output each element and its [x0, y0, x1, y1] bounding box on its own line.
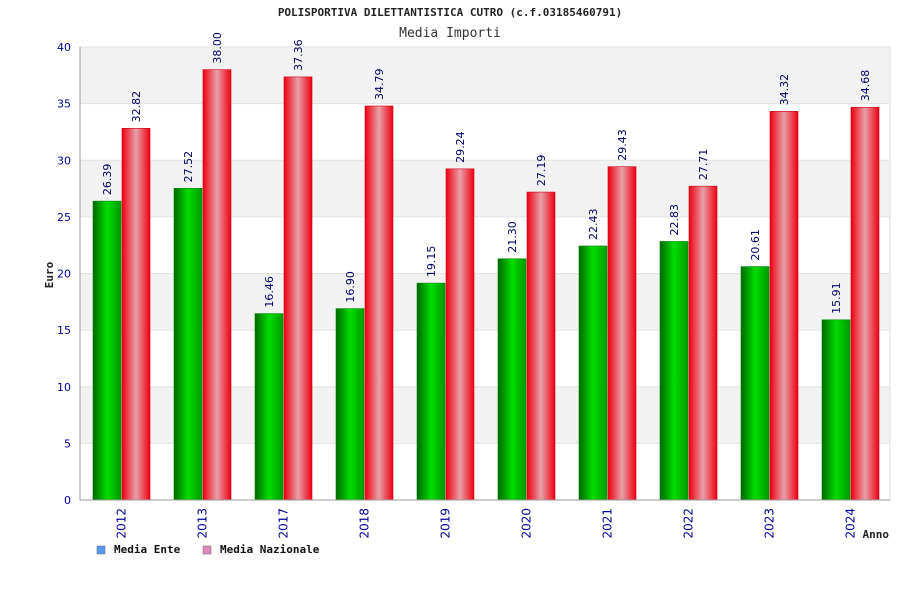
- bar-media-ente: [335, 308, 365, 501]
- x-tick-labels: 2012 2013 2017 2018 2019 2020 2021 2022 2023 2024: [115, 508, 858, 539]
- data-label-media-nazionale: 32.82: [130, 91, 143, 123]
- x-tick-label: 2017: [277, 508, 291, 539]
- legend-label-media-nazionale: Media Nazionale: [220, 543, 320, 556]
- bar-media-nazionale: [526, 191, 556, 501]
- data-label-media-nazionale: 34.68: [859, 70, 872, 102]
- data-label-media-ente: 19.15: [425, 246, 438, 278]
- data-label-media-nazionale: 37.36: [292, 39, 305, 71]
- y-tick-label: 5: [64, 437, 71, 450]
- x-tick-label: 2019: [439, 508, 453, 539]
- bar-media-nazionale: [445, 168, 475, 501]
- plot-band: [80, 47, 890, 104]
- chart-subtitle: Media Importi: [399, 26, 501, 41]
- bar-media-ente: [173, 188, 203, 501]
- data-label-media-nazionale: 38.00: [211, 32, 224, 64]
- x-tick-label: 2013: [196, 508, 210, 539]
- bar-media-ente: [740, 266, 770, 501]
- data-label-media-nazionale: 27.71: [697, 149, 710, 181]
- bar-media-nazionale: [769, 111, 799, 501]
- plot-band: [80, 103, 890, 161]
- y-axis-label: Euro: [43, 261, 56, 288]
- y-tick-label: 35: [57, 98, 71, 111]
- data-label-media-ente: 16.90: [344, 271, 357, 303]
- bar-media-nazionale: [121, 128, 151, 501]
- x-axis-label: Anno: [863, 528, 890, 541]
- x-tick-label: 2022: [682, 508, 696, 539]
- x-tick-label: 2024: [844, 508, 858, 539]
- x-tick-label: 2020: [520, 508, 534, 539]
- y-tick-label: 30: [57, 154, 71, 167]
- bar-media-ente: [578, 245, 608, 501]
- y-tick-label: 15: [57, 324, 71, 337]
- bar-media-nazionale: [283, 76, 313, 501]
- data-label-media-nazionale: 34.79: [373, 69, 386, 101]
- y-tick-label: 40: [57, 41, 71, 54]
- bar-media-nazionale: [607, 166, 637, 501]
- bar-media-ente: [497, 258, 527, 501]
- data-label-media-ente: 20.61: [749, 229, 762, 261]
- data-label-media-ente: 22.43: [587, 208, 600, 240]
- data-label-media-nazionale: 34.32: [778, 74, 791, 106]
- data-label-media-nazionale: 29.24: [454, 131, 467, 163]
- x-tick-label: 2023: [763, 508, 777, 539]
- bar-media-nazionale: [850, 106, 880, 501]
- data-label-media-ente: 21.30: [506, 221, 519, 253]
- data-label-media-nazionale: 27.19: [535, 155, 548, 187]
- x-tick-label: 2012: [115, 508, 129, 539]
- legend-swatch-media-nazionale: [202, 545, 212, 555]
- data-label-media-nazionale: 29.43: [616, 129, 629, 161]
- data-label-media-ente: 22.83: [668, 204, 681, 236]
- bar-media-ente: [92, 200, 122, 501]
- y-tick-label: 0: [64, 494, 71, 507]
- y-tick-label: 10: [57, 381, 71, 394]
- legend-label-media-ente: Media Ente: [114, 543, 181, 556]
- y-tick-label: 20: [57, 268, 71, 281]
- bar-media-ente: [821, 319, 851, 501]
- y-tick-labels: 0 5 10 15 20 25 30 35 40: [57, 41, 71, 507]
- legend-swatch-media-ente: [96, 545, 106, 555]
- bar-media-nazionale: [202, 69, 232, 501]
- x-tick-label: 2018: [358, 508, 372, 539]
- bar-media-nazionale: [688, 185, 718, 501]
- chart-title: POLISPORTIVA DILETTANTISTICA CUTRO (c.f.…: [278, 6, 622, 19]
- data-label-media-ente: 15.91: [830, 282, 843, 314]
- x-tick-label: 2021: [601, 508, 615, 539]
- bar-media-ente: [254, 313, 284, 501]
- data-label-media-ente: 26.39: [101, 164, 114, 196]
- data-label-media-ente: 27.52: [182, 151, 195, 183]
- y-tick-label: 25: [57, 211, 71, 224]
- bars: 26.39 32.82 27.52 38.00 16.46 37.36 16.90 34.79…: [92, 32, 880, 501]
- bar-media-ente: [659, 241, 689, 501]
- bar-media-nazionale: [364, 105, 394, 501]
- axes: [79, 47, 890, 501]
- data-label-media-ente: 16.46: [263, 276, 276, 308]
- bar-media-ente: [416, 282, 446, 501]
- legend: Media Ente Media Nazionale: [96, 543, 320, 556]
